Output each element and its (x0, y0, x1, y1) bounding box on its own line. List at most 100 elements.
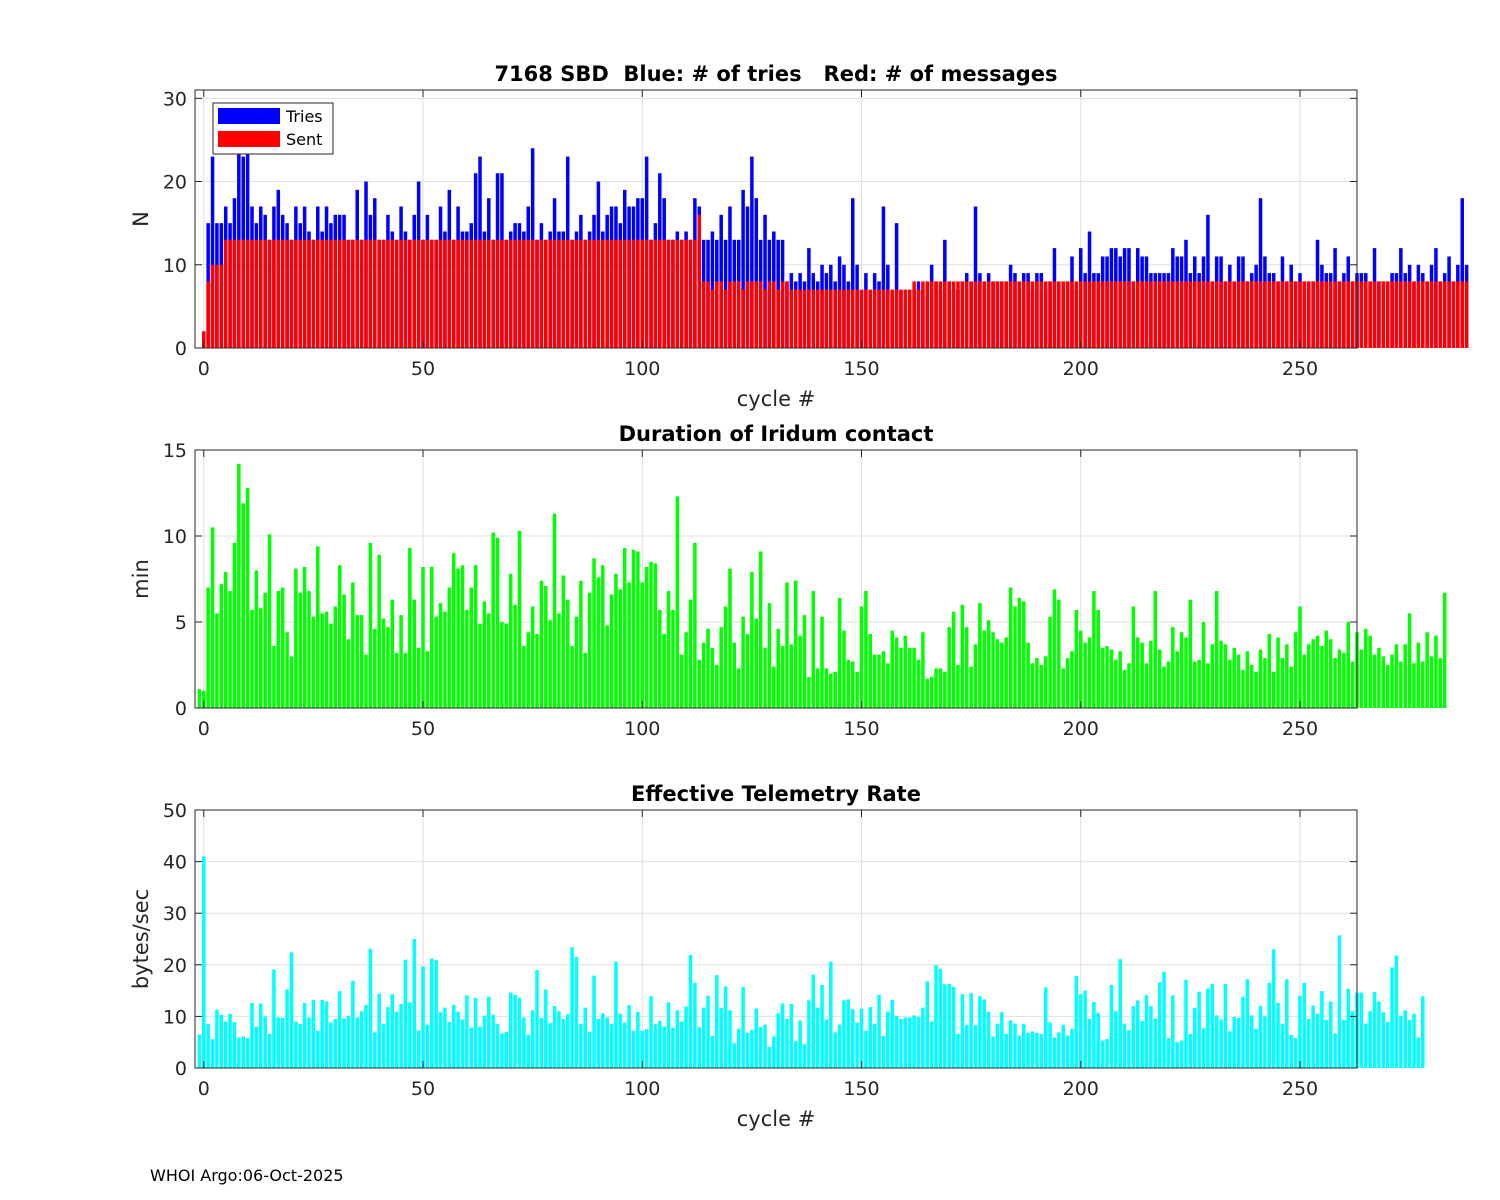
bar-duration (535, 634, 539, 708)
bar-rate (337, 991, 342, 1068)
bar-sent (1017, 281, 1022, 348)
bar-sent (342, 239, 346, 348)
bar-sent (337, 239, 342, 348)
legend-swatch-tries (218, 108, 280, 124)
bar-rate (535, 969, 539, 1068)
bar-duration (1429, 656, 1434, 708)
bar-rate (780, 1003, 785, 1068)
bar-sent (1425, 281, 1429, 348)
y-tick-label: 0 (175, 698, 187, 720)
bar-duration (991, 632, 995, 708)
bar-rate (864, 1030, 868, 1068)
bar-rate (302, 1002, 307, 1068)
bar-rate (272, 969, 276, 1068)
bar-sent (877, 289, 881, 348)
bar-duration (245, 487, 250, 708)
bar-rate (465, 995, 469, 1068)
bar-duration (925, 678, 930, 708)
bar-rate (815, 1007, 820, 1068)
bar-rate (267, 1033, 272, 1068)
bar-sent (351, 239, 355, 348)
bar-duration (1293, 632, 1298, 708)
bar-rate (938, 968, 943, 1068)
bar-duration (1096, 609, 1101, 708)
bar-rate (684, 1006, 688, 1068)
bar-duration (715, 665, 719, 708)
bar-duration (215, 613, 219, 708)
bar-sent (1201, 281, 1206, 348)
bar-rate (1263, 1016, 1267, 1068)
bar-rate (1131, 1006, 1136, 1068)
bar-rate (1350, 1011, 1355, 1068)
bar-duration (956, 665, 960, 708)
bar-duration (434, 616, 438, 708)
bar-duration (1385, 665, 1390, 708)
bar-duration (1342, 652, 1346, 708)
bar-rate (596, 1018, 601, 1068)
legend-label-tries: Tries (285, 107, 323, 126)
bar-duration (451, 553, 456, 708)
bar-sent (1153, 281, 1158, 348)
bar-sent (855, 289, 859, 348)
bar-duration (754, 618, 759, 708)
bar-tries (881, 206, 886, 348)
bar-rate (447, 1022, 452, 1068)
bar-duration (377, 554, 381, 708)
bar-rate (1087, 1018, 1092, 1068)
bar-rate (237, 1037, 241, 1068)
bar-duration (658, 609, 662, 708)
bar-duration (842, 630, 846, 708)
bar-duration (1166, 661, 1171, 708)
bar-rate (991, 1036, 995, 1068)
bar-duration (763, 647, 767, 708)
bar-rate (1171, 995, 1175, 1068)
bar-rate (1193, 1008, 1197, 1068)
bar-sent (1039, 281, 1044, 348)
bar-rate (890, 999, 894, 1068)
bar-sent (438, 239, 443, 348)
bar-rate (767, 1046, 772, 1068)
bar-rate (649, 996, 653, 1068)
bar-rate (978, 996, 982, 1068)
bar-duration (263, 592, 267, 708)
bar-rate (1342, 1020, 1346, 1068)
bar-rate (473, 997, 478, 1068)
bar-sent (1144, 281, 1149, 348)
bar-rate (793, 1041, 798, 1068)
bar-duration (1258, 649, 1263, 708)
bar-sent (579, 239, 583, 348)
bar-sent (868, 289, 873, 348)
bar-sent (421, 239, 425, 348)
bar-rate (855, 1022, 859, 1068)
bar-sent (416, 239, 421, 348)
bar-rate (1394, 955, 1399, 1068)
bar-duration (899, 647, 903, 708)
bar-rate (1140, 1021, 1144, 1068)
bar-sent (631, 239, 636, 348)
bar-duration (824, 668, 829, 708)
bar-rate (1000, 1012, 1004, 1068)
bar-sent (219, 264, 224, 348)
bar-tries (745, 206, 750, 348)
bar-sent (986, 281, 991, 348)
bar-duration (1245, 651, 1250, 708)
bar-sent (565, 239, 570, 348)
bar-duration (526, 632, 531, 708)
bar-sent (522, 239, 526, 348)
bar-sent (1223, 281, 1228, 348)
bar-rate (1122, 1023, 1127, 1068)
bar-rate (386, 1007, 390, 1068)
bar-rate (228, 1013, 232, 1068)
bar-duration (1043, 656, 1048, 708)
bar-sent (1228, 281, 1232, 348)
bar-duration (772, 666, 776, 708)
bar-sent (1394, 281, 1399, 348)
bar-sent (1434, 281, 1438, 348)
bar-duration (886, 663, 890, 708)
bar-tries (850, 198, 855, 348)
bar-sent (662, 239, 666, 348)
bar-rate (219, 1014, 224, 1068)
bar-sent (807, 289, 811, 348)
bar-sent (1122, 281, 1127, 348)
bar-duration (1210, 644, 1215, 708)
